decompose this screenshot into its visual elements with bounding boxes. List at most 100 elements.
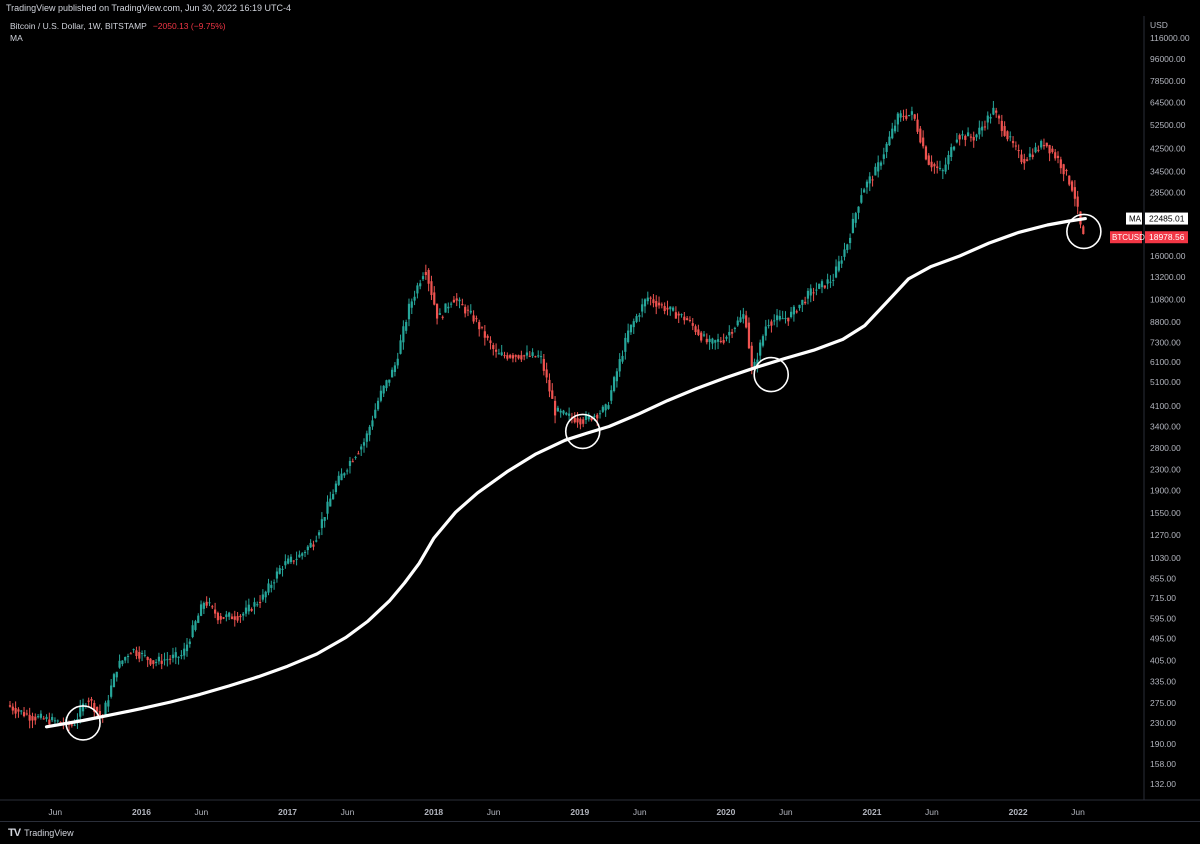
- candle-body: [792, 306, 796, 315]
- candle-body: [1062, 164, 1065, 175]
- candle-body: [615, 371, 618, 382]
- y-tick-label: 1900.00: [1150, 486, 1181, 496]
- candle-body: [478, 322, 481, 330]
- candle-body: [879, 162, 883, 166]
- candle-body: [584, 415, 588, 420]
- candle-body: [1051, 148, 1054, 153]
- candle-body: [820, 281, 824, 288]
- annotation-circle: [65, 705, 101, 741]
- candle-body: [185, 644, 189, 652]
- candle-body: [340, 473, 343, 481]
- candle-body: [208, 602, 211, 604]
- y-tick-label: 5100.00: [1150, 377, 1181, 387]
- indicator-label[interactable]: MA: [10, 33, 23, 43]
- ma-price-value: 22485.01: [1149, 214, 1185, 224]
- y-tick-label: 52500.00: [1150, 120, 1186, 130]
- candle-body: [818, 283, 821, 289]
- candle-body: [891, 128, 894, 139]
- y-tick-label: 3400.00: [1150, 421, 1181, 431]
- candle-body: [646, 297, 649, 302]
- candle-body: [1026, 159, 1029, 161]
- annotation-circle: [753, 356, 790, 393]
- candle-body: [643, 299, 647, 307]
- x-tick-label: Jun: [779, 807, 793, 817]
- candle-body: [975, 134, 978, 138]
- candle-body: [728, 331, 731, 336]
- candle-body: [188, 641, 191, 645]
- candle-body: [301, 553, 304, 556]
- candle-body: [989, 117, 992, 119]
- candle-body: [815, 289, 818, 291]
- candle-body: [1014, 145, 1017, 147]
- candle-body: [834, 266, 838, 278]
- candle-body: [955, 139, 958, 143]
- candle-body: [1076, 196, 1079, 207]
- candle-body: [742, 314, 745, 319]
- tradingview-brand[interactable]: TV TradingView: [8, 822, 74, 844]
- candle-body: [992, 107, 995, 115]
- candle-body: [20, 710, 23, 712]
- candle-body: [582, 419, 585, 424]
- candle-body: [51, 717, 54, 721]
- candle-body: [1028, 153, 1032, 158]
- candle-body: [604, 404, 607, 411]
- candle-body: [1082, 226, 1085, 235]
- candle-body: [607, 405, 610, 409]
- y-tick-label: 230.00: [1150, 718, 1176, 728]
- candle-body: [1068, 175, 1071, 185]
- candle-body: [868, 176, 871, 184]
- x-tick-label: 2018: [424, 807, 443, 817]
- candle-body: [843, 249, 846, 257]
- candle-body: [73, 724, 76, 726]
- candle-body: [708, 338, 711, 343]
- candle-body: [660, 304, 663, 306]
- candle-body: [45, 716, 48, 719]
- candle-body: [458, 299, 461, 302]
- candle-body: [598, 413, 602, 415]
- candle-body: [739, 317, 742, 323]
- y-tick-label: 4100.00: [1150, 401, 1181, 411]
- candle-body: [306, 546, 309, 551]
- x-tick-label: 2017: [278, 807, 297, 817]
- candle-body: [1017, 150, 1020, 152]
- price-chart[interactable]: USD 116000.00 96000.00 78500.00 64500.00 5250…: [0, 0, 1200, 822]
- candle-body: [343, 473, 346, 476]
- y-tick-label: 8800.00: [1150, 317, 1181, 327]
- candle-body: [216, 612, 220, 621]
- y-tick-label: 1030.00: [1150, 553, 1181, 563]
- y-tick-label: 7300.00: [1150, 337, 1181, 347]
- candle-body: [899, 113, 902, 118]
- candle-body: [480, 326, 484, 328]
- candle-body: [329, 498, 332, 507]
- candle-body: [995, 110, 998, 113]
- candle-body: [829, 281, 832, 283]
- candle-body: [81, 703, 85, 712]
- y-tick-label: 2800.00: [1150, 443, 1181, 453]
- x-tick-label: Jun: [925, 807, 939, 817]
- candle-body: [556, 407, 559, 412]
- candle-body: [649, 297, 652, 299]
- candle-body: [568, 413, 571, 416]
- y-tick-label: 855.00: [1150, 573, 1176, 583]
- annotation-circle: [1066, 213, 1102, 250]
- candle-body: [714, 340, 717, 343]
- candle-body: [121, 660, 124, 665]
- candle-body: [885, 143, 888, 152]
- candle-body: [357, 453, 360, 455]
- candle-body: [514, 355, 517, 357]
- candle-body: [253, 602, 256, 607]
- candle-body: [399, 340, 402, 354]
- y-tick-label: 78500.00: [1150, 76, 1186, 86]
- candle-body: [323, 517, 326, 521]
- candle-body: [539, 356, 543, 358]
- candle-body: [174, 652, 177, 658]
- y-tick-label: 132.00: [1150, 779, 1176, 789]
- candle-body: [857, 206, 860, 213]
- candle-body: [22, 712, 26, 717]
- candle-body: [733, 327, 737, 329]
- x-tick-label: Jun: [195, 807, 209, 817]
- x-tick-label: Jun: [1071, 807, 1085, 817]
- candle-body: [486, 335, 489, 338]
- candle-body: [264, 591, 267, 598]
- candle-body: [126, 656, 130, 658]
